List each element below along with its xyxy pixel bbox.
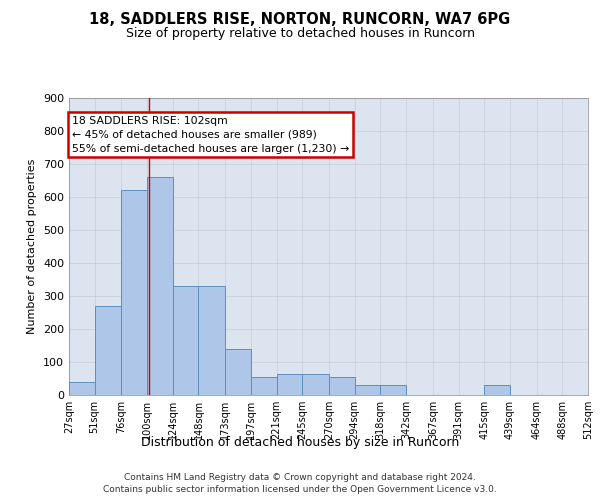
Text: Contains public sector information licensed under the Open Government Licence v3: Contains public sector information licen… [103,484,497,494]
Text: Distribution of detached houses by size in Runcorn: Distribution of detached houses by size … [141,436,459,449]
Bar [69,382,95,395]
Text: 18, SADDLERS RISE, NORTON, RUNCORN, WA7 6PG: 18, SADDLERS RISE, NORTON, RUNCORN, WA7 … [89,12,511,28]
Bar [121,190,147,395]
Bar [355,385,380,395]
Bar [251,377,277,395]
Bar [277,374,302,395]
Bar [329,377,355,395]
Bar [173,286,199,395]
Bar [225,348,251,395]
Bar [484,385,510,395]
Bar [147,177,173,395]
Bar [302,374,329,395]
Text: Contains HM Land Registry data © Crown copyright and database right 2024.: Contains HM Land Registry data © Crown c… [124,473,476,482]
Text: 18 SADDLERS RISE: 102sqm
← 45% of detached houses are smaller (989)
55% of semi-: 18 SADDLERS RISE: 102sqm ← 45% of detach… [72,116,349,154]
Text: Size of property relative to detached houses in Runcorn: Size of property relative to detached ho… [125,28,475,40]
Bar [380,385,406,395]
Y-axis label: Number of detached properties: Number of detached properties [28,158,37,334]
Bar [199,286,225,395]
Bar [95,306,121,395]
